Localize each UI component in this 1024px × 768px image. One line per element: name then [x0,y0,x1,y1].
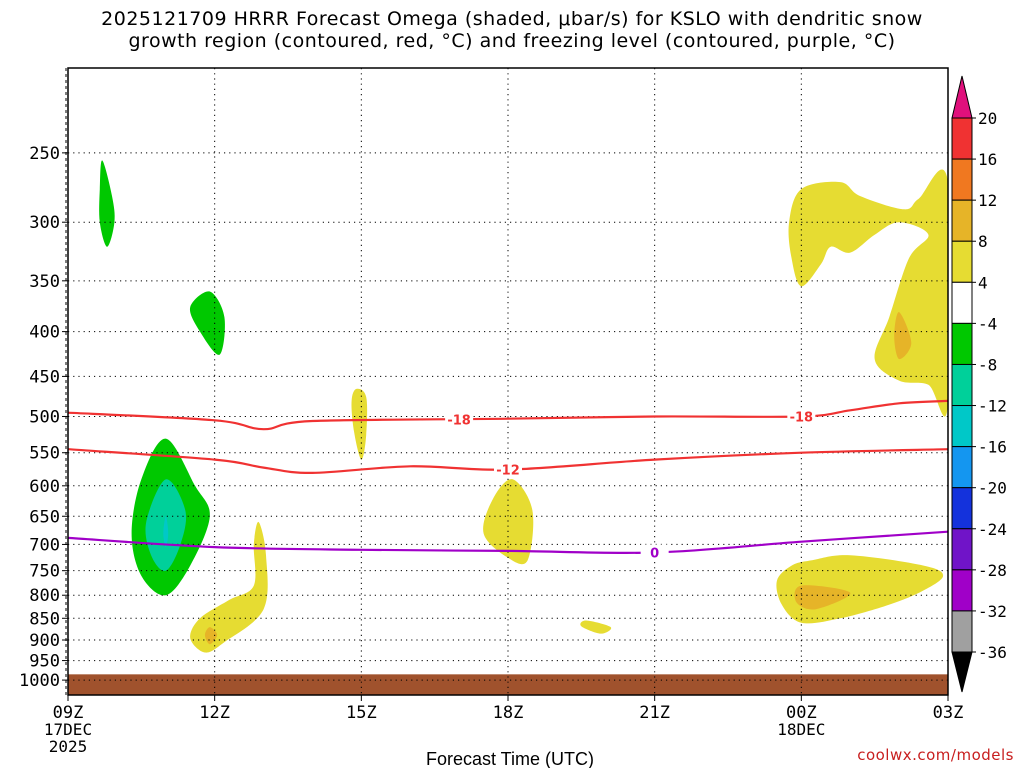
x-axis-label: Forecast Time (UTC) [426,749,594,768]
colorbar-band [951,158,973,201]
colorbar-label: -8 [978,355,997,374]
omega-neg-2 [189,291,225,355]
ground-fill [68,674,948,695]
freezing-level-0C-label-bg [640,544,669,561]
colorbar: 20 16 12 8 4 -4 -8 -12 -16 -20 -24 -28 -32 -36 [951,75,1007,693]
y-tick-label: 550 [29,444,60,464]
colorbar-label: -24 [978,520,1007,539]
x-tick-label: 12Z [199,703,230,723]
dgz-lower-12C-label-bg [494,461,522,478]
omega-neg-5 [163,516,169,548]
colorbar-band [951,240,973,283]
y-tick-label: 900 [29,631,60,651]
x-tick-sublabel: 2025 [49,737,88,756]
dgz-upper-18C-label: -18 [790,410,814,425]
colorbar-band [951,446,973,489]
colorbar-top-arrow [951,75,973,119]
colorbar-label: 4 [978,273,988,292]
y-tick-label: 950 [29,652,60,672]
y-tick-label: 800 [29,586,60,606]
colorbar-label: 8 [978,232,988,251]
dgz-lower-12C-line [68,448,948,475]
x-tick-label: 09Z [53,703,84,723]
y-tick-label: 750 [29,562,60,582]
colorbar-label: -36 [978,643,1007,662]
colorbar-label: -20 [978,479,1007,498]
x-tick-label: 15Z [346,703,377,723]
chart-title-line-1: 2025121709 HRRR Forecast Omega (shaded, … [101,8,923,30]
colorbar-band [951,487,973,530]
omega-pos-4 [483,479,534,565]
colorbar-band [951,528,973,571]
x-tick-sublabel: 18DEC [777,720,825,739]
colorbar-band [951,405,973,448]
ground-layer [68,674,948,695]
colorbar-band [951,117,973,160]
y-tick-label: 850 [29,609,60,629]
y-tick-label: 1000 [19,671,60,691]
colorbar-label: 16 [978,150,997,169]
dgz-lower-12C-label: -12 [496,464,520,479]
colorbar-label: -12 [978,397,1007,416]
contour-layer: -18 -18 -12 0 [68,399,948,562]
colorbar-bottom-arrow [951,651,973,693]
colorbar-band [951,363,973,407]
omega-pos-9 [794,585,851,610]
omega-pos-3 [351,388,368,460]
colorbar-band [951,281,973,324]
omega-neg-1 [99,160,115,247]
colorbar-label: -32 [978,602,1007,621]
colorbar-band [951,199,973,242]
x-tick-label: 00Z [786,703,817,723]
y-tick-label: 650 [29,507,60,527]
omega-pos-5 [580,620,612,634]
y-axis: 2503003504004505005506006507007508008509… [19,144,68,691]
x-tick-label: 21Z [639,703,670,723]
y-tick-label: 600 [29,477,60,497]
y-tick-label: 350 [29,272,60,292]
y-tick-label: 700 [29,535,60,555]
y-tick-label: 300 [29,213,60,233]
omega-pos-7 [894,312,912,360]
chart-title-line-2: growth region (contoured, red, °C) and f… [128,30,896,52]
omega-pos-1 [190,521,268,653]
chart-title: 2025121709 HRRR Forecast Omega (shaded, … [0,8,1024,52]
dgz-upper-18C-label-bg [787,408,816,425]
colorbar-label: -28 [978,561,1007,580]
colorbar-label: -16 [978,438,1007,457]
x-tick-label: 03Z [933,703,964,723]
y-tick-label: 400 [29,323,60,343]
y-tick-label: 250 [29,144,60,164]
omega-shading-layer [99,160,948,653]
freezing-level-0C-label: 0 [650,547,659,562]
dgz-upper-18C-line [68,399,948,431]
dgz-upper-18C-label: -18 [447,413,471,428]
colorbar-band [951,322,973,365]
y-tick-label: 500 [29,407,60,427]
colorbar-band [951,610,973,653]
colorbar-label: 20 [978,109,997,128]
colorbar-band [951,569,973,612]
freezing-level-0C-line [68,530,948,555]
colorbar-label: -4 [978,314,997,333]
y-tick-label: 450 [29,367,60,387]
omega-pos-6 [788,169,948,417]
credit-link[interactable]: coolwx.com/models [857,746,1014,764]
x-tick-sublabel: 17DEC [44,720,92,739]
dgz-upper-18C-label-bg [445,411,474,428]
colorbar-label: 12 [978,191,997,210]
x-tick-label: 18Z [493,703,524,723]
